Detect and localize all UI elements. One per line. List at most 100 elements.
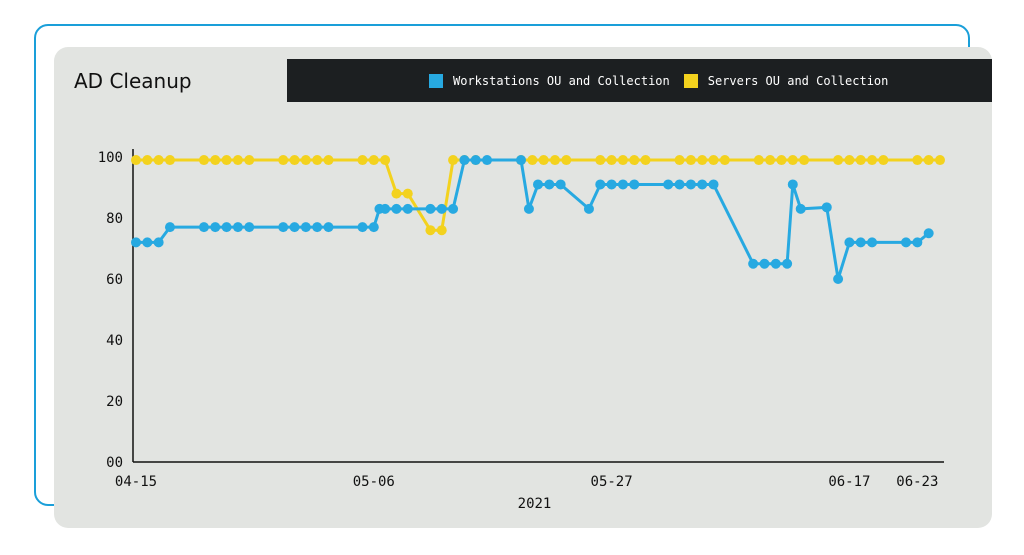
data-point	[776, 155, 787, 166]
legend-item-servers[interactable]: Servers OU and Collection	[683, 73, 889, 88]
data-point	[198, 222, 209, 233]
data-point	[708, 179, 719, 190]
y-tick-label: 80	[106, 211, 123, 227]
data-point	[753, 155, 764, 166]
data-point	[436, 225, 447, 236]
data-point	[629, 179, 640, 190]
data-point	[867, 155, 878, 166]
data-point	[357, 155, 368, 166]
data-point	[674, 179, 685, 190]
data-point	[770, 258, 781, 269]
data-point	[312, 222, 323, 233]
x-tick-label: 04-15	[115, 474, 157, 490]
data-point	[923, 228, 934, 239]
data-point	[663, 179, 674, 190]
data-point	[368, 222, 379, 233]
data-point	[357, 222, 368, 233]
data-point	[278, 222, 289, 233]
chart-card: AD Cleanup Workstations OU and Collectio…	[54, 47, 992, 528]
data-point	[380, 155, 391, 166]
data-point	[516, 155, 527, 166]
data-point	[448, 155, 459, 166]
data-point	[221, 155, 232, 166]
data-point	[787, 179, 798, 190]
data-point	[855, 155, 866, 166]
data-point	[595, 155, 606, 166]
data-point	[787, 155, 798, 166]
data-point	[748, 258, 759, 269]
data-point	[391, 188, 402, 199]
data-point	[561, 155, 572, 166]
data-point	[867, 237, 878, 248]
data-point	[198, 155, 209, 166]
data-point	[640, 155, 651, 166]
data-point	[312, 155, 323, 166]
data-point	[617, 179, 628, 190]
legend-label-servers: Servers OU and Collection	[707, 73, 889, 88]
data-point	[855, 237, 866, 248]
data-point	[527, 155, 538, 166]
data-point	[533, 179, 543, 190]
data-point	[583, 203, 594, 214]
series-line	[136, 158, 930, 281]
data-point	[131, 237, 141, 248]
data-point	[391, 203, 402, 214]
data-point	[697, 155, 708, 166]
data-point	[674, 155, 685, 166]
data-point	[901, 237, 912, 248]
series-line	[136, 158, 940, 232]
data-point	[912, 155, 923, 166]
data-point	[402, 203, 413, 214]
data-point	[697, 179, 708, 190]
data-point	[833, 155, 844, 166]
data-point	[244, 155, 255, 166]
data-point	[923, 155, 934, 166]
data-point	[595, 179, 606, 190]
data-point	[765, 155, 776, 166]
data-point	[232, 155, 243, 166]
data-point	[833, 274, 844, 284]
data-point	[142, 237, 153, 248]
data-point	[153, 237, 164, 248]
data-point	[300, 155, 311, 166]
data-point	[278, 155, 289, 166]
data-point	[844, 237, 855, 248]
data-point	[244, 222, 255, 233]
data-point	[470, 155, 481, 166]
data-point	[289, 155, 300, 166]
data-point	[759, 258, 770, 269]
data-point	[368, 155, 379, 166]
data-point	[289, 222, 300, 233]
data-point	[436, 203, 447, 214]
data-point	[549, 155, 560, 166]
legend-item-workstations[interactable]: Workstations OU and Collection	[429, 73, 670, 88]
data-point	[878, 155, 889, 166]
legend: Workstations OU and Collection Servers O…	[287, 59, 992, 102]
data-point	[164, 222, 175, 233]
legend-swatch-servers	[683, 73, 698, 88]
data-point	[210, 155, 221, 166]
data-point	[544, 179, 555, 190]
data-point	[708, 155, 719, 166]
data-point	[323, 155, 334, 166]
data-point	[606, 179, 617, 190]
data-point	[935, 155, 945, 166]
data-point	[482, 155, 493, 166]
data-point	[821, 202, 832, 213]
data-point	[538, 155, 549, 166]
x-tick-label: 05-06	[353, 474, 395, 490]
data-point	[425, 225, 436, 236]
y-tick-label: 40	[106, 333, 123, 349]
y-tick-label: 60	[106, 272, 123, 288]
line-chart: 00 20 40 60 80 100 04-15 05-06 05-27 06-17 06-23 20…	[98, 149, 945, 512]
chart-title: AD Cleanup	[74, 69, 192, 93]
data-point	[606, 155, 617, 166]
x-tick-label: 06-23	[896, 474, 938, 490]
data-point	[459, 155, 470, 166]
data-point	[300, 222, 311, 233]
data-point	[555, 179, 566, 190]
data-point	[629, 155, 640, 166]
x-axis-label: 2021	[518, 496, 552, 512]
x-tick-label: 06-17	[828, 474, 870, 490]
data-point	[402, 188, 413, 199]
